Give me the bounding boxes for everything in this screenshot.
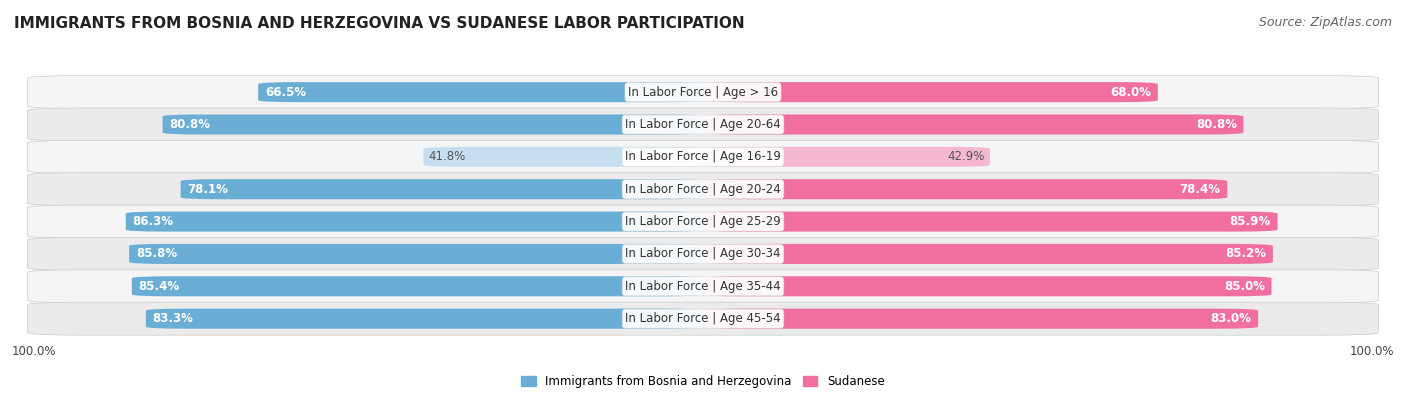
Text: 85.0%: 85.0% — [1223, 280, 1265, 293]
FancyBboxPatch shape — [163, 115, 703, 135]
FancyBboxPatch shape — [703, 115, 1243, 135]
Text: In Labor Force | Age 20-24: In Labor Force | Age 20-24 — [626, 183, 780, 196]
FancyBboxPatch shape — [423, 147, 703, 167]
Text: 83.0%: 83.0% — [1211, 312, 1251, 325]
FancyBboxPatch shape — [28, 237, 1378, 271]
Text: 85.8%: 85.8% — [136, 247, 177, 260]
FancyBboxPatch shape — [28, 75, 1378, 109]
Text: 85.9%: 85.9% — [1230, 215, 1271, 228]
FancyBboxPatch shape — [703, 276, 1271, 296]
Legend: Immigrants from Bosnia and Herzegovina, Sudanese: Immigrants from Bosnia and Herzegovina, … — [516, 371, 890, 393]
Text: 86.3%: 86.3% — [132, 215, 173, 228]
FancyBboxPatch shape — [703, 244, 1272, 264]
Text: 68.0%: 68.0% — [1111, 86, 1152, 99]
FancyBboxPatch shape — [125, 212, 703, 231]
FancyBboxPatch shape — [28, 302, 1378, 335]
Text: 41.8%: 41.8% — [429, 150, 465, 164]
FancyBboxPatch shape — [180, 179, 703, 199]
FancyBboxPatch shape — [703, 308, 1258, 329]
FancyBboxPatch shape — [28, 173, 1378, 206]
FancyBboxPatch shape — [703, 82, 1157, 102]
Text: In Labor Force | Age > 16: In Labor Force | Age > 16 — [628, 86, 778, 99]
FancyBboxPatch shape — [703, 212, 1278, 231]
FancyBboxPatch shape — [28, 108, 1378, 141]
Text: 83.3%: 83.3% — [152, 312, 194, 325]
Text: In Labor Force | Age 20-64: In Labor Force | Age 20-64 — [626, 118, 780, 131]
Text: 80.8%: 80.8% — [1195, 118, 1237, 131]
FancyBboxPatch shape — [28, 205, 1378, 238]
Text: 85.2%: 85.2% — [1225, 247, 1267, 260]
Text: 42.9%: 42.9% — [948, 150, 984, 164]
Text: Source: ZipAtlas.com: Source: ZipAtlas.com — [1258, 16, 1392, 29]
Text: IMMIGRANTS FROM BOSNIA AND HERZEGOVINA VS SUDANESE LABOR PARTICIPATION: IMMIGRANTS FROM BOSNIA AND HERZEGOVINA V… — [14, 16, 745, 31]
Text: 85.4%: 85.4% — [138, 280, 180, 293]
FancyBboxPatch shape — [132, 276, 703, 296]
Text: In Labor Force | Age 35-44: In Labor Force | Age 35-44 — [626, 280, 780, 293]
FancyBboxPatch shape — [28, 140, 1378, 173]
Text: In Labor Force | Age 45-54: In Labor Force | Age 45-54 — [626, 312, 780, 325]
Text: 78.1%: 78.1% — [187, 183, 228, 196]
Text: 80.8%: 80.8% — [169, 118, 211, 131]
Text: 78.4%: 78.4% — [1180, 183, 1220, 196]
FancyBboxPatch shape — [146, 308, 703, 329]
FancyBboxPatch shape — [259, 82, 703, 102]
FancyBboxPatch shape — [28, 270, 1378, 303]
Text: In Labor Force | Age 25-29: In Labor Force | Age 25-29 — [626, 215, 780, 228]
Text: In Labor Force | Age 30-34: In Labor Force | Age 30-34 — [626, 247, 780, 260]
FancyBboxPatch shape — [129, 244, 703, 264]
Text: 66.5%: 66.5% — [264, 86, 307, 99]
FancyBboxPatch shape — [703, 179, 1227, 199]
Text: In Labor Force | Age 16-19: In Labor Force | Age 16-19 — [626, 150, 780, 164]
FancyBboxPatch shape — [703, 147, 990, 167]
